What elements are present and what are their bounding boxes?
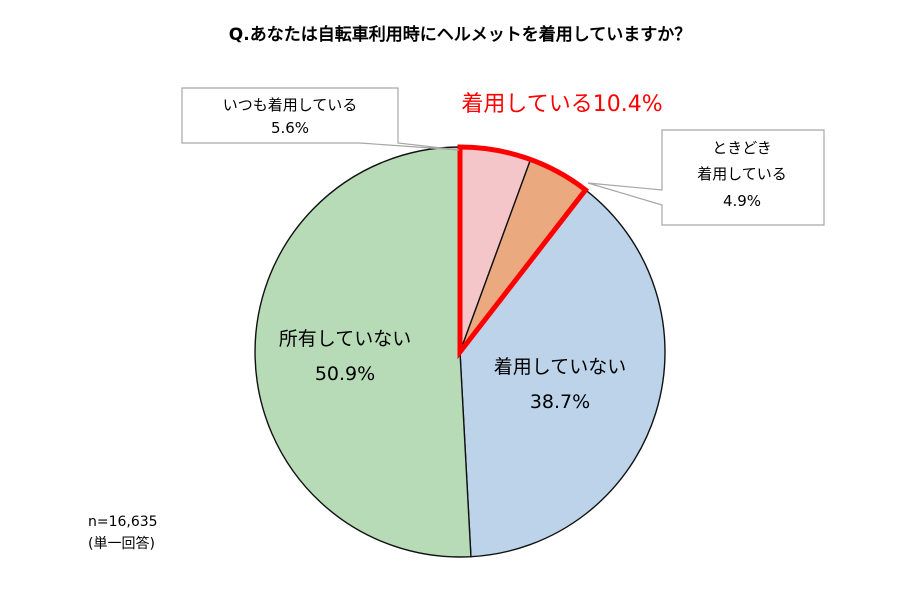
pie-slices <box>254 146 666 558</box>
chart-title: Q.あなたは自転車利用時にヘルメットを着用していますか？ <box>229 24 691 45</box>
callout-always-box <box>181 87 460 151</box>
callout-always-label: いつも着用している <box>223 96 358 114</box>
callout-sometimes-box <box>587 129 825 226</box>
highlight-group <box>457 144 590 360</box>
value-not-wearing: 38.7% <box>530 391 590 413</box>
highlight-label: 着用している10.4% <box>461 92 662 117</box>
answer-type-note: (単一回答) <box>88 535 155 552</box>
callout-sometimes-line1: ときどき <box>712 139 772 157</box>
label-not-wearing: 着用していない <box>494 356 626 378</box>
slice-not-owned <box>254 146 472 558</box>
sample-size-note: n=16,635 <box>88 514 158 530</box>
slice-not-wearing <box>459 188 666 558</box>
label-not-owned: 所有していない <box>279 328 411 350</box>
value-not-owned: 50.9% <box>315 363 375 385</box>
callout-always: いつも着用している 5.6% <box>181 87 460 151</box>
callout-sometimes-value: 4.9% <box>723 192 761 210</box>
highlight-outline <box>457 144 590 360</box>
callout-sometimes: ときどき 着用している 4.9% <box>587 129 825 226</box>
callout-sometimes-line2: 着用している <box>697 165 787 183</box>
callout-always-value: 5.6% <box>271 119 309 137</box>
